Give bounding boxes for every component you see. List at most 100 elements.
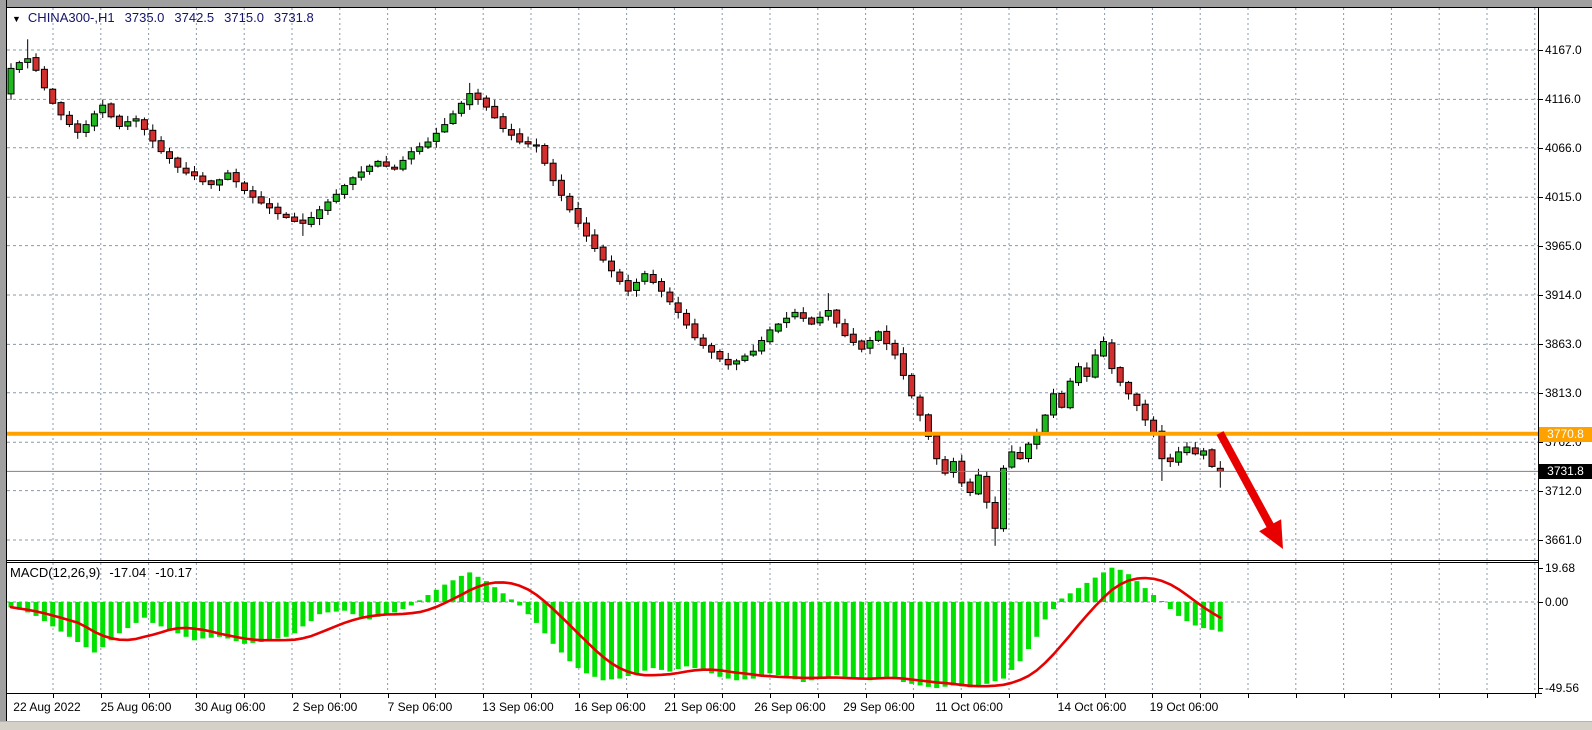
candle-body [783,317,791,324]
time-axis-border [0,693,1542,694]
price-axis-tick [1538,50,1543,51]
time-axis-label: 2 Sep 06:00 [292,700,358,714]
macd-histogram-bar [567,602,573,662]
candle-body [441,124,449,133]
macd-histogram-bar [675,602,681,669]
macd-histogram-bar [233,602,239,642]
resistance-price-tag[interactable]: 3770.8 [1539,427,1592,442]
candle-body [399,159,407,170]
candle-body [591,234,599,249]
time-axis-tick [770,694,771,698]
macd-indicator-pane[interactable] [7,563,1538,693]
macd-histogram-bar [242,602,247,644]
candle-body [1191,447,1199,455]
candle-body [157,140,165,153]
candle-body [49,88,57,104]
macd-histogram-bar [1017,602,1023,662]
candle-body [933,435,941,460]
macd-histogram-bar [16,602,22,610]
time-axis-tick [435,694,436,698]
candle-body [833,309,841,324]
candle-body [633,281,640,291]
candle-body [299,219,307,224]
candle-body [82,124,90,133]
candle-body [649,274,657,283]
candle-body [1041,414,1049,433]
candle-body [574,208,582,224]
ohlc-close: 3731.8 [273,10,314,25]
candle-body [407,151,415,160]
macd-histogram-bar [1134,581,1140,602]
macd-histogram-bar [91,602,97,653]
candle-body [432,132,440,142]
candle-body [966,481,974,494]
macd-histogram-bar [433,589,439,602]
macd-histogram-bar [358,602,364,617]
candle-body [366,165,374,172]
macd-histogram-bar [475,576,481,602]
time-axis-tick [1105,694,1106,698]
candle-body [816,316,824,324]
macd-histogram-bar [550,602,556,644]
macd-histogram-bar [992,602,998,682]
macd-histogram-bar [425,595,431,602]
macd-histogram-bar [542,602,548,634]
candle-body [266,203,273,209]
trend-arrow-shaft[interactable] [1216,431,1276,531]
candle-body [382,161,390,167]
candle-body [1050,393,1057,416]
candle-body [774,323,782,332]
candle-body [507,129,515,136]
macd-histogram-bar [817,602,823,679]
candle-body [1133,393,1141,406]
main-chart-pane[interactable] [7,8,1538,560]
macd-histogram-bar [625,602,631,676]
candle-body [599,246,607,261]
time-axis-tick [627,694,628,698]
time-axis-tick [1057,694,1058,698]
price-axis-tick [1538,688,1543,689]
price-axis-tick [1538,344,1543,345]
pane-separator[interactable] [0,560,1539,561]
candle-body [557,179,565,196]
time-axis-tick [674,694,675,698]
macd-histogram-bar [183,602,189,637]
macd-histogram-bar [467,572,473,602]
candle-body [1091,354,1099,378]
candle-body [983,475,991,503]
macd-histogram-bar [125,602,131,629]
candle-body [199,175,207,183]
candle-body [958,460,966,484]
candle-body [1208,449,1216,467]
macd-histogram-bar [8,602,14,608]
pane-separator[interactable] [0,562,1539,563]
macd-chart-canvas[interactable] [7,563,1538,693]
trend-arrow-head[interactable] [1259,519,1283,549]
time-axis-tick [244,694,245,698]
candle-body [332,193,340,202]
candle-body [40,68,48,89]
macd-histogram-bar [967,602,973,688]
macd-histogram-bar [1001,602,1006,679]
macd-histogram-bar [875,602,881,679]
candle-body [733,360,741,365]
candle-body [107,103,115,118]
macd-histogram-bar [250,602,256,643]
candle-body [674,302,682,313]
time-axis-tick [1487,694,1488,698]
candle-body [1166,457,1174,463]
candle-body [1066,380,1074,409]
candle-body [849,333,857,343]
macd-histogram-bar [167,602,172,630]
macd-histogram-bar [83,602,89,648]
candle-body [499,116,507,129]
time-axis-label: 25 Aug 06:00 [100,700,172,714]
candle-body [549,162,557,182]
macd-histogram-bar [1067,593,1073,602]
macd-histogram-bar [383,602,389,615]
price-axis-border [1538,8,1539,694]
symbol-dropdown-icon[interactable]: ▼ [12,14,21,24]
candle-body [658,281,665,292]
time-axis-label: 22 Aug 2022 [13,700,81,714]
price-chart-canvas[interactable] [7,8,1538,560]
